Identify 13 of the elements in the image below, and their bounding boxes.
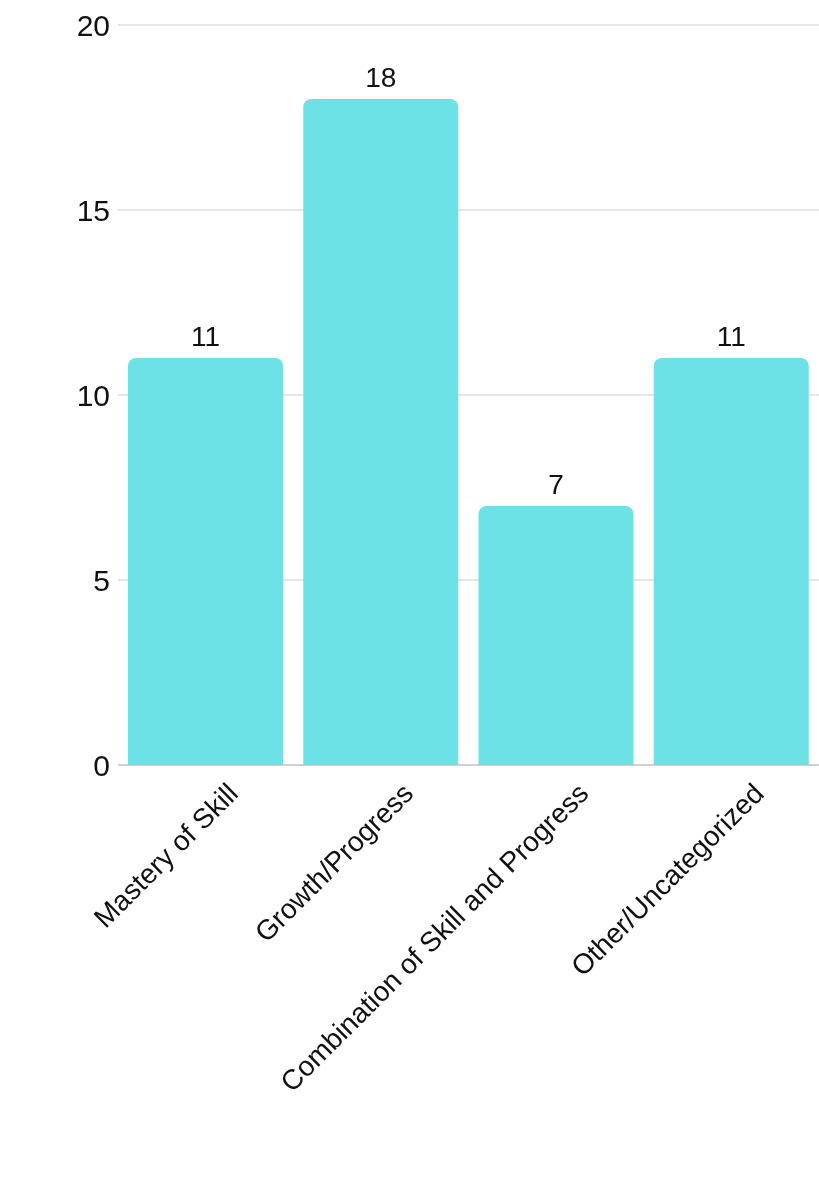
bar [303, 99, 459, 765]
y-tick-label: 10 [76, 378, 110, 412]
data-label: 18 [365, 62, 397, 93]
bar [478, 506, 634, 765]
y-tick-label: 0 [93, 748, 110, 782]
bar [128, 358, 283, 765]
data-label: 11 [716, 321, 746, 352]
y-tick-label: 5 [93, 563, 110, 597]
bar [653, 358, 809, 765]
y-tick-label: 20 [76, 8, 110, 42]
data-label: 11 [190, 321, 221, 352]
data-label: 7 [548, 469, 564, 500]
y-tick-label: 15 [76, 193, 110, 227]
